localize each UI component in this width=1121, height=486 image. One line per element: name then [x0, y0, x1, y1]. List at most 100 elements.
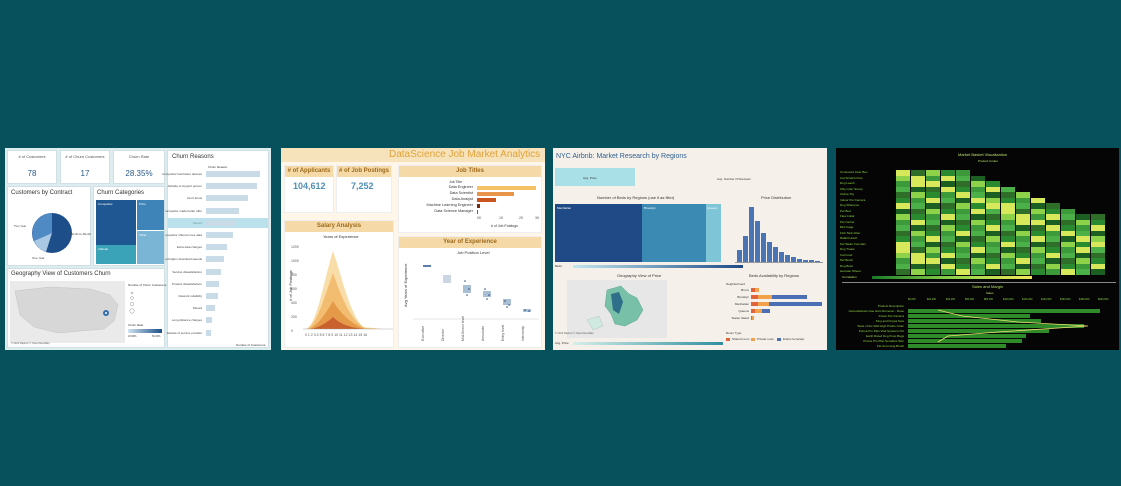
heatmap-cell[interactable]: [911, 208, 925, 215]
treemap-tile-price[interactable]: Price: [137, 200, 164, 230]
heatmap-cell[interactable]: [956, 197, 970, 204]
heatmap-cell[interactable]: [1016, 192, 1030, 198]
heatmap-cell[interactable]: [1076, 258, 1090, 264]
heatmap-cell[interactable]: [1031, 236, 1045, 242]
heatmap-cell[interactable]: [1061, 230, 1075, 237]
heatmap-cell[interactable]: [941, 263, 955, 270]
bar[interactable]: [908, 339, 1022, 343]
heatmap-cell[interactable]: [986, 203, 1000, 209]
heatmap-cell[interactable]: [971, 208, 985, 215]
bar[interactable]: [206, 256, 224, 263]
heatmap-cell[interactable]: [911, 192, 925, 198]
histogram-bar[interactable]: [815, 261, 820, 262]
heatmap-cell[interactable]: [1046, 258, 1060, 264]
bar[interactable]: [206, 244, 227, 251]
bar-segment[interactable]: [751, 295, 758, 299]
heatmap-cell[interactable]: [911, 247, 925, 253]
heatmap-cell[interactable]: [1076, 214, 1090, 220]
heatmap-cell[interactable]: [1046, 247, 1060, 253]
heatmap-cell[interactable]: [1076, 252, 1090, 259]
bar[interactable]: [908, 334, 1026, 338]
heatmap-cell[interactable]: [986, 192, 1000, 198]
heatmap-cell[interactable]: [986, 258, 1000, 264]
kpi-label[interactable]: Avg. Number Of Reviews: [717, 177, 751, 181]
heatmap-cell[interactable]: [1031, 214, 1045, 220]
heatmap-cell[interactable]: [1001, 225, 1015, 231]
heatmap-cell[interactable]: [986, 181, 1000, 187]
bar[interactable]: [206, 329, 211, 336]
bar[interactable]: [206, 232, 233, 238]
heatmap-cell[interactable]: [896, 247, 910, 253]
heatmap-cell[interactable]: [1076, 236, 1090, 242]
heatmap-cell[interactable]: [1016, 225, 1030, 231]
heatmap-cell[interactable]: [941, 175, 955, 182]
heatmap-cell[interactable]: [1046, 219, 1060, 226]
experience-box-plot[interactable]: [413, 259, 539, 321]
heatmap-cell[interactable]: [896, 225, 910, 231]
histogram-bar[interactable]: [791, 257, 796, 262]
heatmap-cell[interactable]: [956, 258, 970, 264]
heatmap-cell[interactable]: [896, 241, 910, 248]
heatmap-cell[interactable]: [941, 197, 955, 204]
heatmap-cell[interactable]: [896, 269, 910, 275]
heatmap-cell[interactable]: [896, 230, 910, 237]
heatmap-cell[interactable]: [941, 241, 955, 248]
heatmap-cell[interactable]: [956, 219, 970, 226]
heatmap-cell[interactable]: [1016, 219, 1030, 226]
heatmap-cell[interactable]: [911, 175, 925, 182]
market-basket-dashboard-thumbnail[interactable]: Market Basket Visualization Product Code…: [836, 148, 1119, 350]
heatmap-cell[interactable]: [941, 236, 955, 242]
heatmap-cell[interactable]: [941, 186, 955, 193]
heatmap-cell[interactable]: [1001, 258, 1015, 264]
heatmap-cell[interactable]: [1076, 219, 1090, 226]
heatmap-cell[interactable]: [986, 186, 1000, 193]
heatmap-cell[interactable]: [1091, 225, 1105, 231]
heatmap-cell[interactable]: [941, 208, 955, 215]
heatmap-cell[interactable]: [896, 175, 910, 182]
heatmap-cell[interactable]: [1046, 225, 1060, 231]
bar[interactable]: [477, 186, 536, 190]
bar[interactable]: [908, 344, 1006, 348]
bar[interactable]: [206, 183, 257, 190]
heatmap-cell[interactable]: [1016, 236, 1030, 242]
heatmap-cell[interactable]: [1076, 247, 1090, 253]
pie-slice[interactable]: [32, 213, 52, 241]
heatmap-cell[interactable]: [1031, 258, 1045, 264]
heatmap-cell[interactable]: [1031, 208, 1045, 215]
heatmap-cell[interactable]: [1061, 258, 1075, 264]
heatmap-cell[interactable]: [896, 208, 910, 215]
heatmap-cell[interactable]: [1091, 263, 1105, 270]
heatmap-cell[interactable]: [1001, 203, 1015, 209]
heatmap-cell[interactable]: [956, 175, 970, 182]
heatmap-cell[interactable]: [896, 186, 910, 193]
heatmap-cell[interactable]: [1001, 208, 1015, 215]
heatmap-cell[interactable]: [971, 241, 985, 248]
heatmap-cell[interactable]: [971, 230, 985, 237]
heatmap-cell[interactable]: [926, 203, 940, 209]
heatmap-cell[interactable]: [1016, 208, 1030, 215]
heatmap-cell[interactable]: [926, 181, 940, 187]
heatmap-cell[interactable]: [896, 263, 910, 270]
heatmap-cell[interactable]: [986, 241, 1000, 248]
heatmap-cell[interactable]: [1091, 230, 1105, 237]
pie-slice[interactable]: [34, 233, 52, 252]
heatmap-cell[interactable]: [1046, 269, 1060, 275]
heatmap-cell[interactable]: [986, 197, 1000, 204]
heatmap-cell[interactable]: [971, 247, 985, 253]
heatmap-cell[interactable]: [896, 170, 910, 176]
bar-segment[interactable]: [752, 316, 754, 320]
bar[interactable]: [477, 198, 496, 202]
heatmap-cell[interactable]: [911, 219, 925, 226]
heatmap-cell[interactable]: [956, 247, 970, 253]
heatmap-cell[interactable]: [971, 214, 985, 220]
heatmap-cell[interactable]: [941, 269, 955, 275]
heatmap-cell[interactable]: [956, 214, 970, 220]
heatmap-cell[interactable]: [1091, 252, 1105, 259]
heatmap-cell[interactable]: [911, 186, 925, 193]
heatmap-cell[interactable]: [986, 236, 1000, 242]
heatmap-cell[interactable]: [986, 263, 1000, 270]
histogram-bar[interactable]: [809, 260, 814, 262]
heatmap-cell[interactable]: [896, 203, 910, 209]
heatmap-cell[interactable]: [986, 219, 1000, 226]
heatmap-cell[interactable]: [956, 208, 970, 215]
